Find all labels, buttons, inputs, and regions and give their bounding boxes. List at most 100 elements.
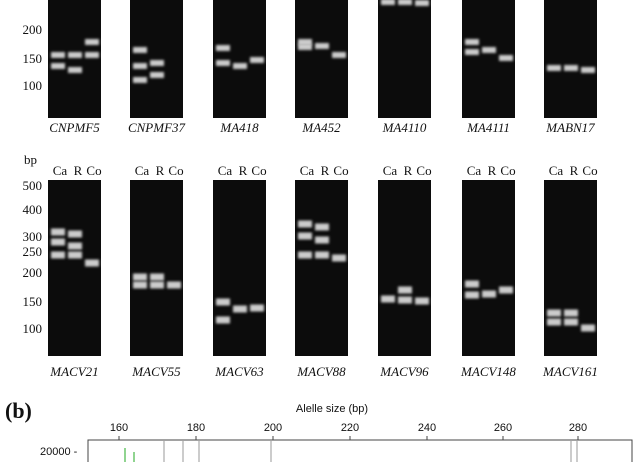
- lane-label: Co: [251, 163, 266, 178]
- gel-band: [68, 230, 82, 238]
- gel-band: [250, 57, 264, 63]
- gel-band: [216, 45, 230, 51]
- gel-band: [547, 65, 561, 71]
- panel-name: CNPMF5: [49, 120, 100, 135]
- lane-label: R: [404, 163, 413, 178]
- gel-image: [378, 180, 431, 356]
- y-label: 250: [23, 244, 43, 259]
- gel-band: [216, 316, 230, 324]
- gel-band: [216, 60, 230, 66]
- y-label: 200: [23, 265, 43, 280]
- peaks: [124, 448, 135, 462]
- allele-lines: [163, 441, 578, 462]
- gel-band: [133, 273, 147, 281]
- gel-band: [547, 318, 561, 326]
- y-label: 400: [23, 202, 43, 217]
- gel-image: [130, 180, 183, 356]
- gel-band: [51, 238, 65, 246]
- gel-band: [332, 52, 346, 58]
- y-label: 100: [23, 78, 43, 93]
- gel-band: [499, 55, 513, 61]
- lane-label: Co: [333, 163, 348, 178]
- lane-label: Co: [416, 163, 431, 178]
- unit-label: bp: [24, 152, 37, 167]
- gel-band: [216, 298, 230, 306]
- y-label: 150: [23, 294, 43, 309]
- lane-label: Ca: [467, 163, 482, 178]
- gel-band: [85, 259, 99, 267]
- gel-band: [581, 324, 595, 332]
- y-axis-label: 20000 -: [40, 446, 78, 458]
- gel-band: [68, 67, 82, 73]
- lane-label: R: [488, 163, 497, 178]
- gel-band: [133, 281, 147, 289]
- gel-band: [298, 232, 312, 240]
- panel-name: MA4110: [382, 120, 427, 135]
- gel-image: [378, 0, 431, 118]
- gel-band: [68, 251, 82, 259]
- gel-band: [233, 305, 247, 313]
- gel-band: [398, 286, 412, 294]
- panel-name: MACV21: [49, 364, 98, 379]
- gel-band: [315, 43, 329, 49]
- x-tick-label: 280: [569, 422, 587, 434]
- lane-label: Ca: [300, 163, 315, 178]
- gel-band: [150, 281, 164, 289]
- gel-band: [133, 63, 147, 69]
- x-tick-label: 260: [494, 422, 512, 434]
- gel-band: [315, 251, 329, 259]
- gel-band: [381, 295, 395, 303]
- panel-name: MA418: [219, 120, 259, 135]
- gel-band: [298, 220, 312, 228]
- gel-band: [51, 251, 65, 259]
- plot-frame: [87, 439, 633, 462]
- panel-name: MACV55: [131, 364, 181, 379]
- gel-band: [465, 49, 479, 55]
- gel-band: [465, 39, 479, 45]
- y-label: 200: [23, 22, 43, 37]
- lane-label: Ca: [53, 163, 68, 178]
- lane-label: R: [321, 163, 330, 178]
- x-tick-label: 160: [110, 422, 128, 434]
- gel-image: [48, 0, 101, 118]
- gel-band: [85, 52, 99, 58]
- x-tick-label: 180: [187, 422, 205, 434]
- gel-band: [68, 242, 82, 250]
- gel-band: [547, 309, 561, 317]
- lane-label: R: [74, 163, 83, 178]
- lane-label: R: [239, 163, 248, 178]
- gel-band: [133, 47, 147, 53]
- gel-band: [150, 273, 164, 281]
- gel-band: [167, 281, 181, 289]
- lane-label: Ca: [383, 163, 398, 178]
- gel-image: [213, 180, 266, 356]
- gel-image: [48, 180, 101, 356]
- gel-image: [130, 0, 183, 118]
- gel-band: [150, 60, 164, 66]
- gel-image: [295, 180, 348, 356]
- lane-label: Co: [86, 163, 101, 178]
- lane-label: Ca: [135, 163, 150, 178]
- gel-band: [233, 63, 247, 69]
- y-label: 150: [23, 51, 43, 66]
- x-axis-title: Alelle size (bp): [296, 403, 368, 415]
- gel-band: [482, 47, 496, 53]
- gel-band: [381, 0, 395, 5]
- panel-name: MA4111: [466, 120, 510, 135]
- gel-band: [51, 63, 65, 69]
- panel-name: MACV63: [214, 364, 264, 379]
- gel-band: [51, 228, 65, 236]
- y-label: 300: [23, 229, 43, 244]
- x-tick-label: 220: [341, 422, 359, 434]
- gel-band: [85, 39, 99, 45]
- gel-band: [68, 52, 82, 58]
- gel-band: [250, 304, 264, 312]
- gel-band: [398, 296, 412, 304]
- panel-name: CNPMF37: [128, 120, 186, 135]
- lane-label: R: [156, 163, 165, 178]
- gel-band: [332, 254, 346, 262]
- gel-band: [315, 236, 329, 244]
- panel-label: (b): [5, 398, 32, 423]
- gel-band: [133, 77, 147, 83]
